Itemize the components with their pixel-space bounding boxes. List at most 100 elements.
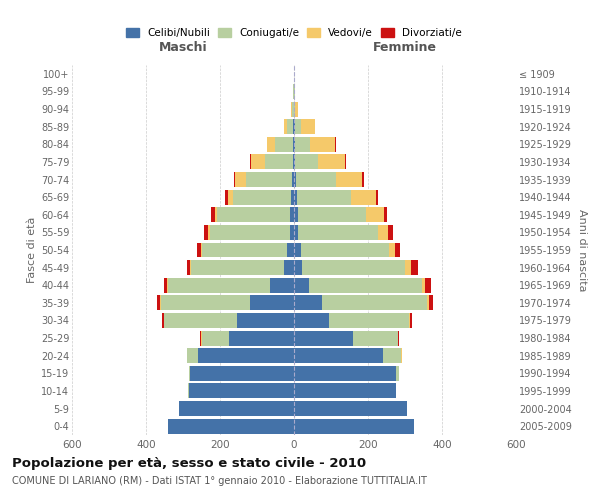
Bar xyxy=(290,208,294,222)
Bar xyxy=(384,208,387,222)
Bar xyxy=(164,278,167,292)
Bar xyxy=(228,190,233,204)
Bar xyxy=(287,242,294,258)
Bar xyxy=(229,330,294,345)
Text: Popolazione per età, sesso e stato civile - 2010: Popolazione per età, sesso e stato civil… xyxy=(12,458,366,470)
Bar xyxy=(291,190,294,204)
Bar xyxy=(290,225,294,240)
Bar xyxy=(265,154,293,170)
Bar xyxy=(294,137,295,152)
Bar xyxy=(319,154,345,170)
Bar xyxy=(293,119,294,134)
Bar xyxy=(322,296,427,310)
Bar xyxy=(294,225,298,240)
Bar xyxy=(294,190,297,204)
Bar xyxy=(294,154,295,170)
Bar xyxy=(210,225,290,240)
Bar xyxy=(167,278,168,292)
Bar xyxy=(202,330,229,345)
Bar xyxy=(284,260,294,275)
Bar xyxy=(294,348,383,363)
Bar xyxy=(383,348,401,363)
Bar xyxy=(294,278,309,292)
Bar xyxy=(208,225,210,240)
Bar xyxy=(191,260,284,275)
Bar xyxy=(389,242,395,258)
Bar xyxy=(350,190,376,204)
Text: Maschi: Maschi xyxy=(158,41,208,54)
Bar xyxy=(296,172,336,187)
Bar xyxy=(294,330,353,345)
Legend: Celibi/Nubili, Coniugati/e, Vedovi/e, Divorziati/e: Celibi/Nubili, Coniugati/e, Vedovi/e, Di… xyxy=(124,26,464,40)
Bar xyxy=(217,208,290,222)
Bar xyxy=(162,313,164,328)
Bar xyxy=(201,242,202,258)
Bar xyxy=(301,119,315,134)
Bar xyxy=(179,401,294,416)
Bar xyxy=(388,225,393,240)
Bar xyxy=(398,330,399,345)
Bar xyxy=(425,278,431,292)
Bar xyxy=(168,278,270,292)
Bar xyxy=(294,208,298,222)
Bar xyxy=(202,242,287,258)
Bar xyxy=(294,384,396,398)
Bar xyxy=(378,225,388,240)
Bar xyxy=(233,172,235,187)
Bar xyxy=(294,401,407,416)
Bar xyxy=(310,137,335,152)
Bar xyxy=(295,102,298,116)
Bar xyxy=(292,172,294,187)
Bar xyxy=(293,154,294,170)
Bar xyxy=(190,366,294,381)
Bar xyxy=(366,208,384,222)
Bar xyxy=(211,208,215,222)
Text: Femmine: Femmine xyxy=(373,41,437,54)
Bar xyxy=(168,418,294,434)
Bar xyxy=(187,348,198,363)
Bar xyxy=(160,296,161,310)
Bar xyxy=(298,225,378,240)
Bar xyxy=(294,313,329,328)
Bar xyxy=(353,330,398,345)
Bar xyxy=(410,313,412,328)
Bar xyxy=(235,172,245,187)
Bar xyxy=(294,418,414,434)
Bar xyxy=(422,278,425,292)
Bar xyxy=(188,384,294,398)
Bar xyxy=(250,154,251,170)
Bar xyxy=(395,242,400,258)
Bar xyxy=(294,366,396,381)
Bar xyxy=(294,172,296,187)
Bar xyxy=(294,242,301,258)
Bar xyxy=(266,137,275,152)
Y-axis label: Anni di nascita: Anni di nascita xyxy=(577,209,587,291)
Bar xyxy=(233,190,291,204)
Bar xyxy=(302,260,405,275)
Bar xyxy=(362,172,364,187)
Bar xyxy=(187,260,190,275)
Bar xyxy=(245,172,292,187)
Bar xyxy=(294,119,295,134)
Bar xyxy=(396,384,397,398)
Bar xyxy=(188,366,190,381)
Bar xyxy=(295,119,301,134)
Bar xyxy=(236,313,294,328)
Bar xyxy=(409,313,410,328)
Bar xyxy=(287,119,293,134)
Bar xyxy=(309,278,422,292)
Bar xyxy=(396,366,399,381)
Bar xyxy=(294,260,302,275)
Bar xyxy=(251,154,265,170)
Bar xyxy=(427,296,429,310)
Bar xyxy=(250,296,294,310)
Bar xyxy=(405,260,410,275)
Bar xyxy=(376,190,377,204)
Bar xyxy=(329,313,409,328)
Bar xyxy=(200,330,201,345)
Bar xyxy=(297,190,350,204)
Bar xyxy=(336,172,362,187)
Bar xyxy=(157,296,160,310)
Bar xyxy=(275,137,293,152)
Bar xyxy=(292,102,293,116)
